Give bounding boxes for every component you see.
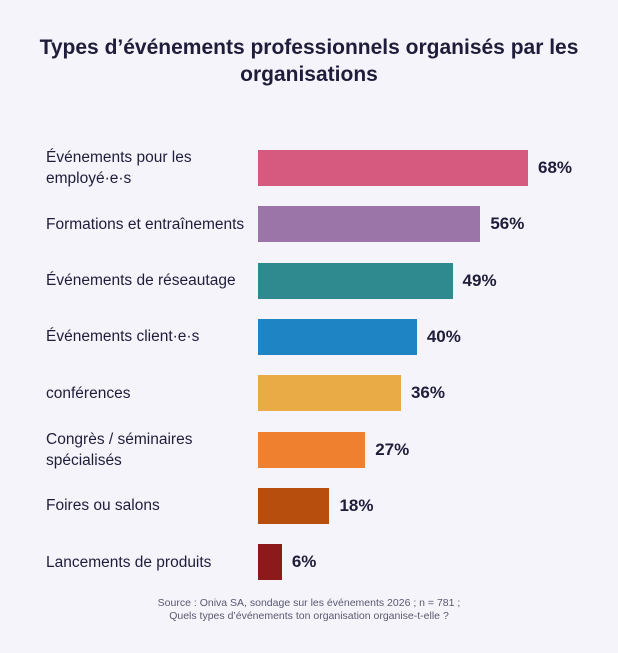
bar-row: Événements client·e·s 40%: [0, 309, 618, 365]
chart-title: Types d’événements professionnels organi…: [39, 36, 579, 86]
bar: [258, 262, 453, 299]
category-label: conférences: [46, 384, 131, 402]
value-label: 40%: [426, 326, 461, 346]
bar-row: Congrès / séminaires spécialisés 27%: [0, 422, 618, 478]
bar: [258, 206, 481, 243]
bar-row: Événements pour les employé·e·s 68%: [0, 140, 618, 196]
value-label: 49%: [462, 270, 497, 290]
category-label: Congrès / séminaires spécialisés: [46, 430, 193, 469]
category-label: Événements client·e·s: [46, 328, 200, 346]
bar-chart: Événements pour les employé·e·s 68% Format…: [0, 140, 618, 590]
bar: [258, 150, 528, 186]
value-label: 68%: [538, 158, 573, 177]
bar: [258, 375, 401, 412]
bar: [258, 487, 330, 524]
bar: [258, 431, 366, 468]
source-note: Source : Oniva SA, sondage sur les événe…: [20, 597, 598, 623]
bar-row: conférences 36%: [0, 365, 618, 421]
category-label: Événements de réseautage: [46, 272, 236, 290]
bar-row: Foires ou salons 18%: [0, 478, 618, 534]
source-line-2: Quels types d’événements ton organisatio…: [169, 610, 449, 622]
bar-row: Lancements de produits 6%: [0, 534, 618, 590]
category-label: Formations et entraînements: [46, 215, 245, 233]
category-label: Lancements de produits: [46, 553, 212, 571]
bar: [258, 318, 417, 355]
value-label: 56%: [490, 214, 525, 234]
value-label: 27%: [375, 439, 410, 459]
value-label: 6%: [291, 552, 317, 572]
source-line-1: Source : Oniva SA, sondage sur les événe…: [157, 597, 461, 609]
bar-row: Formations et entraînements 56%: [0, 196, 618, 252]
bar: [258, 544, 282, 581]
category-label: Foires ou salons: [46, 497, 160, 515]
bar-row: Événements de réseautage 49%: [0, 253, 618, 309]
value-label: 18%: [339, 495, 374, 515]
value-label: 36%: [410, 383, 445, 403]
category-label: Événements pour les employé·e·s: [46, 149, 192, 187]
